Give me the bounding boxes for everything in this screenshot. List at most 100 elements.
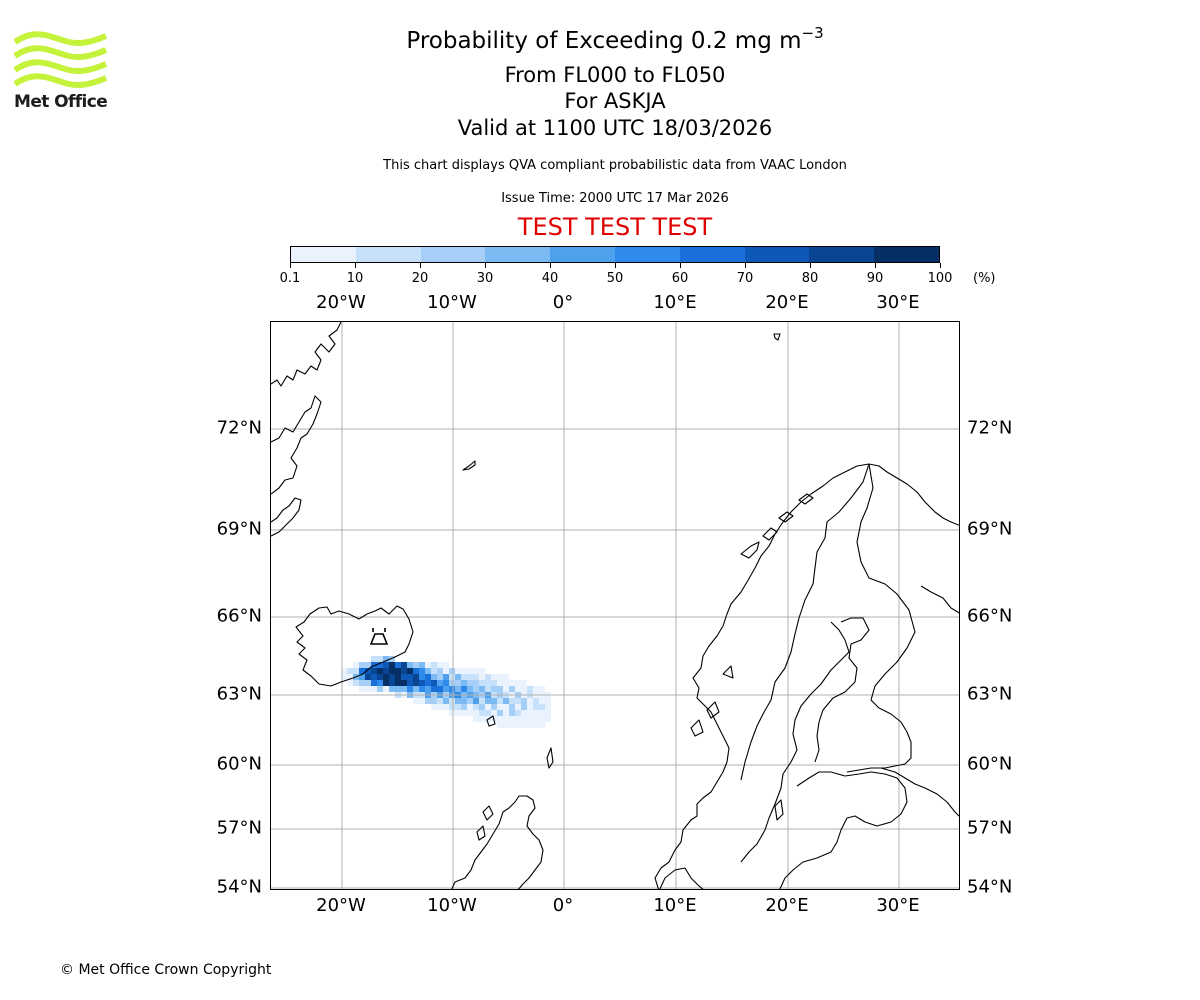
plume-cell xyxy=(437,686,443,692)
lon-top-label: 30°E xyxy=(876,292,920,313)
flight-level-range: From FL000 to FL050 xyxy=(504,63,726,87)
plume-cell xyxy=(509,710,515,716)
colorbar-tick xyxy=(484,263,486,268)
plume-cell xyxy=(521,710,527,716)
plume-cell xyxy=(455,710,461,716)
plume-cell xyxy=(545,698,551,704)
plume-cell xyxy=(377,686,383,692)
colorbar-tick xyxy=(549,263,551,268)
plume-cell xyxy=(437,668,443,674)
plume-cell xyxy=(395,668,401,674)
plume-cell xyxy=(467,668,473,674)
plume-cell xyxy=(425,698,431,704)
plume-cell xyxy=(359,686,365,692)
plume-cell xyxy=(503,680,509,686)
plume-cell xyxy=(491,686,497,692)
coast-norway-islands xyxy=(690,665,734,737)
plume-cell xyxy=(503,698,509,704)
plume-cell xyxy=(443,704,449,710)
plume-cell xyxy=(365,686,371,692)
plume-cell xyxy=(461,686,467,692)
valid-time: Valid at 1100 UTC 18/03/2026 xyxy=(457,116,773,140)
plume-cell xyxy=(353,680,359,686)
plume-cell xyxy=(461,710,467,716)
colorbar-segment xyxy=(809,247,875,262)
plume-cell xyxy=(467,674,473,680)
plume-cell xyxy=(515,680,521,686)
plume-cell xyxy=(503,674,509,680)
plume-cell xyxy=(509,716,515,722)
plume-cell xyxy=(449,704,455,710)
plume-cell xyxy=(347,668,353,674)
plume-cell xyxy=(413,674,419,680)
plume-cell xyxy=(533,716,539,722)
plume-cell xyxy=(527,704,533,710)
lon-top-label: 10°W xyxy=(427,292,477,313)
plume-cell xyxy=(503,716,509,722)
plume-cell xyxy=(479,716,485,722)
plume-cell xyxy=(347,674,353,680)
volcano-name: For ASKJA xyxy=(564,89,666,113)
plume-cell xyxy=(527,698,533,704)
plume-cell xyxy=(455,668,461,674)
plume-cell xyxy=(413,680,419,686)
plume-cell xyxy=(359,680,365,686)
plume-cell xyxy=(431,680,437,686)
plume-cell xyxy=(473,686,479,692)
lat-left-label: 69°N xyxy=(216,518,262,540)
plume-cell xyxy=(515,686,521,692)
plume-cell xyxy=(473,668,479,674)
plume-cell xyxy=(431,662,437,668)
coast-bear-island xyxy=(773,333,781,341)
colorbar-tick xyxy=(679,263,681,268)
plume-cell xyxy=(365,668,371,674)
plume-cell xyxy=(521,716,527,722)
plume-cell xyxy=(473,680,479,686)
plume-cell xyxy=(467,704,473,710)
plume-cell xyxy=(395,680,401,686)
coast-sweden-bothnia xyxy=(740,621,850,863)
plume-cell xyxy=(365,662,371,668)
plume-cell xyxy=(449,668,455,674)
plume-cell xyxy=(371,674,377,680)
plume-cell xyxy=(389,668,395,674)
lat-right-label: 63°N xyxy=(967,683,1013,705)
plume-cell xyxy=(389,656,395,662)
plume-cell xyxy=(413,662,419,668)
plume-cell xyxy=(485,704,491,710)
plume-cell xyxy=(467,710,473,716)
coast-bothnia-west xyxy=(814,617,870,763)
lat-left-label: 54°N xyxy=(216,876,262,898)
plume-cell xyxy=(419,698,425,704)
plume-cell xyxy=(545,704,551,710)
colorbar-tick-label: 10 xyxy=(346,271,364,286)
plume-cell xyxy=(365,680,371,686)
colorbar-tick-label: 30 xyxy=(476,271,494,286)
plume-cell xyxy=(437,662,443,668)
colorbar-segment xyxy=(355,247,421,262)
plume-cell xyxy=(395,674,401,680)
lat-right-label: 72°N xyxy=(967,417,1013,439)
plume-cell xyxy=(455,686,461,692)
colorbar-tick-label: 0.1 xyxy=(279,271,301,286)
colorbar-unit: (%) xyxy=(973,271,996,286)
plume-cell xyxy=(533,686,539,692)
colorbar-segment xyxy=(550,247,615,262)
plume-cell xyxy=(485,698,491,704)
coast-britain xyxy=(451,795,544,889)
plume-cell xyxy=(425,680,431,686)
coast-baltic xyxy=(779,771,908,889)
plume-cell xyxy=(371,686,377,692)
plume-cell xyxy=(431,674,437,680)
lon-top-label: 20°W xyxy=(316,292,366,313)
colorbar-segment xyxy=(744,247,810,262)
plume-cell xyxy=(389,686,395,692)
plume-cell xyxy=(371,656,377,662)
plume-cell xyxy=(449,686,455,692)
plume-cell xyxy=(527,710,533,716)
plume-cell xyxy=(377,680,383,686)
plume-cell xyxy=(509,698,515,704)
plume-cell xyxy=(371,668,377,674)
plume-cell xyxy=(401,680,407,686)
plume-cell xyxy=(431,704,437,710)
